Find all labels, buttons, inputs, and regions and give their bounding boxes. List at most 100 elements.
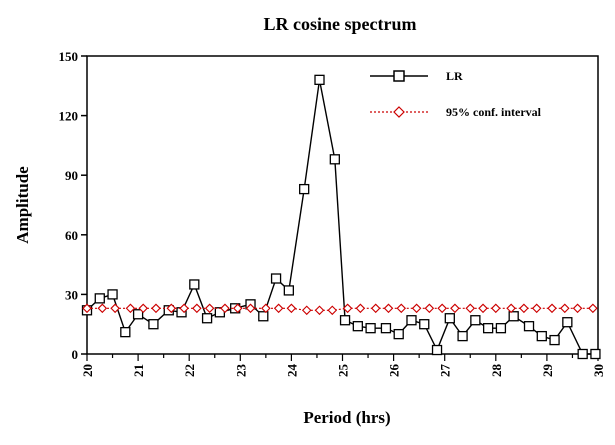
ci-data-point [437, 303, 447, 314]
lr-data-point [94, 293, 105, 304]
ci-series-line [87, 307, 593, 311]
ci-data-point [273, 303, 284, 314]
ci-data-point [547, 303, 557, 314]
lr-data-point [590, 348, 601, 360]
y-tick-label: 150 [59, 49, 79, 64]
x-tick-label: 21 [131, 364, 146, 377]
x-tick-label: 28 [489, 364, 504, 378]
lr-data-point [577, 348, 588, 360]
ci-data-point [531, 303, 542, 314]
lr-series-line [86, 79, 596, 355]
x-tick-label: 26 [387, 364, 402, 378]
ci-data-point [506, 303, 516, 314]
x-tick-label: 25 [336, 364, 351, 378]
lr-data-point [120, 326, 131, 338]
ci-data-point [560, 303, 570, 314]
lr-data-point [523, 321, 535, 332]
ci-data-point [286, 303, 297, 314]
lr-data-point [339, 315, 351, 326]
lr-data-point [352, 321, 363, 332]
x-tick-label: 20 [80, 364, 95, 377]
lr-data-point [299, 183, 310, 195]
ci-data-point [588, 303, 598, 314]
ci-data-point [572, 303, 583, 314]
y-axis-label: Amplitude [13, 166, 32, 244]
ci-data-point [478, 303, 488, 314]
lr-data-point [314, 74, 325, 85]
lr-data-point [431, 344, 443, 356]
lr-data-point [365, 323, 376, 334]
lr-data-point [482, 323, 494, 334]
ci-data-point [491, 303, 501, 314]
lr-data-point [380, 323, 392, 334]
chart-title: LR cosine spectrum [264, 14, 417, 34]
lr-data-point [258, 311, 269, 322]
series-layer [81, 74, 601, 360]
y-tick-label: 0 [72, 347, 79, 362]
x-axis: 20 21 22 23 24 25 26 27 28 29 30 [80, 354, 606, 377]
ci-data-point [519, 303, 529, 314]
x-tick-label: 24 [284, 364, 299, 378]
lr-data-point [444, 313, 455, 324]
y-tick-label: 60 [65, 228, 78, 243]
ci-data-point [110, 303, 120, 314]
lr-data-point [201, 313, 213, 324]
y-tick-label: 90 [65, 168, 78, 183]
lr-data-point [549, 334, 560, 346]
legend-lr-label: LR [446, 69, 463, 83]
lr-data-point [283, 285, 294, 296]
ci-data-point [151, 303, 161, 314]
ci-data-point [396, 303, 407, 314]
ci-data-point [97, 303, 108, 314]
x-tick-label: 29 [540, 364, 555, 378]
lr-data-point [470, 315, 481, 326]
lr-data-point [406, 315, 417, 326]
ci-data-point [450, 303, 460, 314]
lr-data-point [270, 273, 282, 284]
ci-data-point [82, 303, 92, 314]
ci-data-point [125, 303, 136, 314]
ci-data-point [383, 303, 394, 314]
ci-data-point [138, 303, 148, 314]
lr-data-point [189, 279, 200, 290]
ci-data-point [261, 303, 271, 314]
y-tick-label: 120 [59, 109, 79, 124]
ci-data-point [192, 303, 202, 314]
lr-data-point [107, 289, 118, 300]
lr-data-point [457, 330, 468, 342]
lr-data-point [419, 319, 430, 330]
ci-data-point [179, 303, 189, 314]
ci-data-point [465, 303, 476, 314]
ci-data-point [301, 305, 312, 316]
lr-data-point [495, 323, 507, 334]
y-tick-label: 30 [65, 287, 78, 302]
lr-data-point [508, 311, 519, 322]
lr-data-point [536, 330, 547, 342]
ci-data-point [204, 303, 215, 314]
ci-data-point [232, 303, 243, 314]
ci-data-point [166, 303, 177, 314]
ci-data-point [355, 303, 366, 314]
ci-data-point [370, 303, 381, 314]
ci-data-point [342, 303, 353, 314]
legend-lr-marker [393, 70, 405, 82]
ci-data-point [220, 303, 230, 314]
ci-data-point [411, 303, 422, 314]
lr-data-point [148, 319, 159, 330]
x-tick-label: 23 [233, 364, 248, 378]
lr-data-point [562, 317, 573, 328]
ci-data-point [245, 303, 256, 314]
ci-data-point [314, 305, 325, 316]
legend-ci-label: 95% conf. interval [446, 105, 542, 119]
x-tick-label: 30 [591, 364, 606, 377]
y-axis: 0 30 60 90 120 150 [59, 49, 87, 362]
legend-ci-marker [393, 106, 405, 118]
ci-data-point [424, 303, 435, 314]
ci-data-point [327, 305, 338, 316]
x-axis-label: Period (hrs) [303, 408, 390, 427]
lr-data-point [393, 328, 404, 340]
x-tick-label: 27 [438, 364, 453, 378]
lr-data-point [132, 309, 144, 320]
legend: LR 95% conf. interval [370, 69, 542, 119]
